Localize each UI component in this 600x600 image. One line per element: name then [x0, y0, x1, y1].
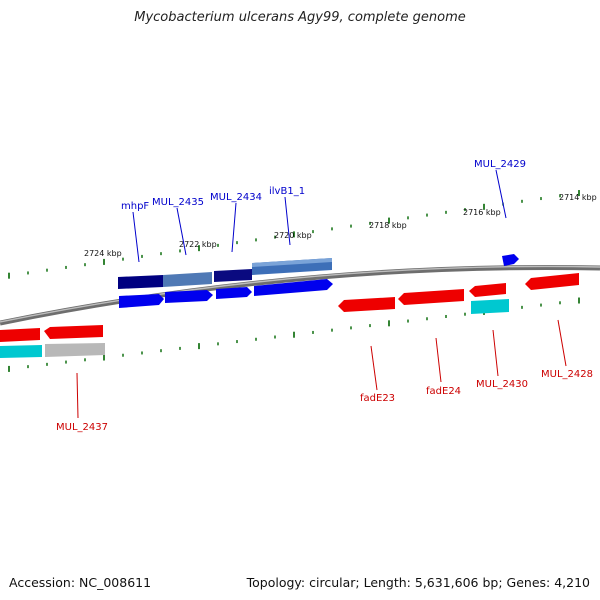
genome-backbone — [0, 264, 600, 326]
genome-backbone-highlight — [0, 265, 600, 323]
reverse-tick-row — [8, 297, 580, 372]
gene-label-mul2428[interactable]: MUL_2428 — [541, 369, 593, 380]
gene-arrow[interactable] — [254, 279, 333, 296]
gene-label-mhpf[interactable]: mhpF — [121, 201, 149, 212]
genome-summary-text: Topology: circular; Length: 5,631,606 bp… — [246, 575, 590, 590]
leader-line — [492, 329, 499, 377]
forward-gene-labels: mhpF MUL_2435 MUL_2434 ilvB1_1 MUL_2429 — [121, 159, 526, 212]
kbp-label-2718: 2718 kbp — [369, 221, 407, 230]
gene-arrow[interactable] — [525, 273, 579, 290]
leader-line — [370, 345, 378, 391]
gene-label-mul2437[interactable]: MUL_2437 — [56, 422, 108, 433]
kbp-label-2716: 2716 kbp — [463, 208, 501, 217]
kbp-label-2722: 2722 kbp — [179, 240, 217, 249]
gene-label-mul2429[interactable]: MUL_2429 — [474, 159, 526, 170]
cds-bar[interactable] — [252, 258, 332, 267]
cds-bar[interactable] — [163, 272, 212, 287]
cds-bar[interactable] — [45, 343, 105, 357]
gene-arrow[interactable] — [119, 294, 164, 308]
reverse-gene-labels: MUL_2437 fadE23 fadE24 MUL_2430 MUL_2428 — [56, 369, 593, 433]
gene-arrow[interactable] — [502, 254, 519, 266]
cds-bar[interactable] — [471, 299, 509, 314]
forward-cds-track — [118, 258, 332, 289]
gene-label-fade24[interactable]: fadE24 — [426, 386, 461, 397]
gene-label-fade23[interactable]: fadE23 — [360, 393, 395, 404]
gene-label-mul2435[interactable]: MUL_2435 — [152, 197, 204, 208]
gene-arrow[interactable] — [216, 287, 252, 299]
gene-arrow[interactable] — [44, 325, 103, 339]
gene-arrow[interactable] — [469, 283, 506, 297]
cds-bar[interactable] — [118, 275, 163, 289]
gene-arrow[interactable] — [165, 290, 213, 303]
gene-label-mul2430[interactable]: MUL_2430 — [476, 379, 528, 390]
leader-line — [495, 169, 507, 219]
kbp-label-2724: 2724 kbp — [84, 249, 122, 258]
leader-line — [284, 196, 291, 246]
forward-tick-row — [8, 190, 580, 279]
gene-label-ilvb1[interactable]: ilvB1_1 — [269, 186, 305, 197]
leader-line — [132, 211, 140, 263]
cds-bar[interactable] — [0, 345, 42, 358]
gene-arrow[interactable] — [0, 328, 40, 342]
leader-line — [435, 337, 442, 383]
reverse-gene-track — [0, 273, 579, 342]
kbp-label-2720: 2720 kbp — [274, 231, 312, 240]
leader-line — [557, 319, 567, 367]
accession-text: Accession: NC_008611 — [9, 575, 152, 590]
leader-line — [176, 207, 187, 256]
leader-line — [231, 202, 237, 253]
reverse-cds-track — [0, 299, 509, 358]
map-title: Mycobacterium ulcerans Agy99, complete g… — [134, 10, 466, 25]
label-leaders — [76, 169, 567, 419]
gene-arrow[interactable] — [398, 289, 464, 305]
kbp-scale: 2724 kbp 2722 kbp 2720 kbp 2718 kbp 2716… — [84, 193, 597, 258]
gene-arrow[interactable] — [338, 297, 395, 312]
leader-line — [76, 372, 79, 419]
kbp-label-2714: 2714 kbp — [559, 193, 597, 202]
forward-gene-track — [119, 254, 519, 308]
cds-bar[interactable] — [214, 269, 252, 282]
gene-label-mul2434[interactable]: MUL_2434 — [210, 192, 262, 203]
